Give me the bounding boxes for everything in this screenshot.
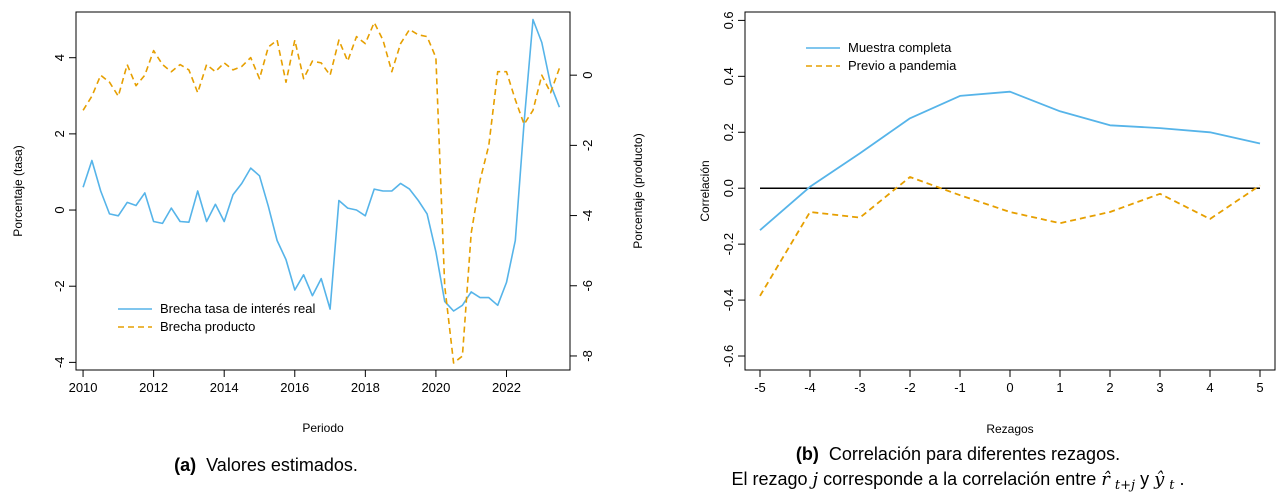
panel-a-legend: Brecha tasa de interés real Brecha produ… bbox=[118, 301, 315, 334]
caption-math-y-sub: t bbox=[1169, 478, 1175, 493]
panel-a-y-tick-label-left-0: -4 bbox=[52, 357, 67, 369]
caption-math-r-sub: t+j bbox=[1115, 478, 1135, 493]
panel-a-y-axis-right: -8 -6 -4 -2 0 bbox=[570, 72, 595, 362]
caption-end: . bbox=[1180, 469, 1185, 489]
panel-a-x-axis: 2010 2012 2014 2016 2018 2020 2022 bbox=[69, 370, 521, 395]
panel-b-series-line-1 bbox=[759, 176, 1261, 297]
caption-math-r: r̂ bbox=[1101, 469, 1111, 490]
panel-b-caption-line1: (b) Correlación para diferentes rezagos. bbox=[796, 444, 1120, 464]
panel-a-x-tick-label-5: 2020 bbox=[421, 380, 450, 395]
panel-b-x-axis-label: Rezagos bbox=[986, 422, 1033, 436]
panel-b-chart: -5 -4 -3 -2 -1 0 1 2 3 4 5 -0.6 -0.4 -0.2 0.0 0.2 0.4 0.… bbox=[698, 11, 1276, 493]
panel-b-x-tick-label-0: -5 bbox=[754, 380, 766, 395]
panel-b-x-axis: -5 -4 -3 -2 -1 0 1 2 3 4 5 bbox=[754, 370, 1264, 395]
panel-b-plot-frame bbox=[744, 11, 1276, 371]
caption-math-j: j bbox=[809, 469, 819, 490]
panel-a-legend-label-1: Brecha producto bbox=[160, 319, 255, 334]
panel-b-y-tick-label-3: 0.0 bbox=[721, 179, 736, 197]
panel-a-y-tick-label-left-3: 2 bbox=[52, 130, 67, 137]
panel-b-legend-label-0: Muestra completa bbox=[848, 40, 952, 55]
panel-b-x-tick-label-1: -4 bbox=[804, 380, 816, 395]
panel-b-x-tick-label-4: -1 bbox=[954, 380, 966, 395]
panel-b-x-tick-label-10: 5 bbox=[1256, 380, 1263, 395]
panel-b-y-tick-label-4: 0.2 bbox=[721, 123, 736, 141]
panel-b-y-tick-label-6: 0.6 bbox=[721, 11, 736, 29]
panel-b-caption-text: Correlación para diferentes rezagos. bbox=[829, 444, 1120, 464]
panel-b-y-tick-label-1: -0.4 bbox=[721, 289, 736, 311]
caption-and: y bbox=[1140, 469, 1154, 489]
panel-a-series-line-1 bbox=[82, 21, 561, 364]
panel-b-x-tick-label-8: 3 bbox=[1156, 380, 1163, 395]
panel-a-y-tick-label-right-0: -8 bbox=[580, 350, 595, 362]
panel-a-x-tick-label-4: 2018 bbox=[351, 380, 380, 395]
panel-b-y-tick-label-0: -0.6 bbox=[721, 345, 736, 367]
panel-b-y-axis-label: Correlación bbox=[698, 160, 712, 221]
panel-a-caption-label: (a) bbox=[174, 455, 196, 475]
panel-b-y-tick-label-2: -0.2 bbox=[721, 233, 736, 255]
panel-a-caption: (a) Valores estimados. bbox=[174, 455, 358, 475]
panel-a-y-tick-label-left-4: 4 bbox=[52, 54, 67, 61]
panel-a-x-tick-label-1: 2012 bbox=[139, 380, 168, 395]
panel-a-y-axis-label-left: Porcentaje (tasa) bbox=[11, 145, 25, 236]
panel-a-caption-text: Valores estimados. bbox=[206, 455, 358, 475]
panel-b-series-line-0 bbox=[759, 90, 1261, 231]
panel-b-legend-label-1: Previo a pandemia bbox=[848, 58, 957, 73]
panel-a-x-axis-label: Periodo bbox=[302, 421, 344, 435]
panel-a-y-tick-label-right-4: 0 bbox=[580, 72, 595, 79]
panel-b-x-tick-label-5: 0 bbox=[1006, 380, 1013, 395]
panel-a-plot-frame bbox=[75, 11, 571, 371]
panel-a-legend-label-0: Brecha tasa de interés real bbox=[160, 301, 315, 316]
panel-a-y-tick-label-left-2: 0 bbox=[52, 206, 67, 213]
panel-b-legend: Muestra completa Previo a pandemia bbox=[806, 40, 957, 73]
panel-b-series bbox=[759, 90, 1261, 297]
panel-b-x-tick-label-6: 1 bbox=[1056, 380, 1063, 395]
panel-b-x-tick-label-2: -3 bbox=[854, 380, 866, 395]
panel-b-x-tick-label-9: 4 bbox=[1206, 380, 1213, 395]
panel-a-x-tick-label-6: 2022 bbox=[492, 380, 521, 395]
panel-a-y-tick-label-right-1: -6 bbox=[580, 280, 595, 292]
panel-b-y-tick-label-5: 0.4 bbox=[721, 67, 736, 85]
panel-b-x-tick-label-7: 2 bbox=[1106, 380, 1113, 395]
caption-line2-prefix: El rezago bbox=[731, 469, 812, 489]
panel-a-y-axis-label-right: Porcentaje (producto) bbox=[631, 133, 645, 248]
panel-a-y-axis-left: -4 -2 0 2 4 bbox=[52, 54, 76, 368]
panel-b-x-tick-label-3: -2 bbox=[904, 380, 916, 395]
panel-a-y-tick-label-right-3: -2 bbox=[580, 140, 595, 152]
panel-a-series-line-0 bbox=[82, 18, 561, 312]
panel-a-x-tick-label-2: 2014 bbox=[210, 380, 239, 395]
panel-b-caption-line2: El rezago j corresponde a la correlación… bbox=[731, 469, 1184, 493]
panel-a-y-tick-label-left-1: -2 bbox=[52, 280, 67, 292]
panel-a-y-tick-label-right-2: -4 bbox=[580, 210, 595, 222]
caption-line2-middle: corresponde a la correlación entre bbox=[823, 469, 1101, 489]
caption-math-y: ŷ bbox=[1153, 469, 1165, 490]
panel-a-x-tick-label-3: 2016 bbox=[280, 380, 309, 395]
panel-a-series bbox=[82, 18, 561, 364]
panel-a-x-tick-label-0: 2010 bbox=[69, 380, 98, 395]
panel-b-caption-label: (b) bbox=[796, 444, 819, 464]
panel-b-y-axis: -0.6 -0.4 -0.2 0.0 0.2 0.4 0.6 bbox=[721, 11, 745, 367]
